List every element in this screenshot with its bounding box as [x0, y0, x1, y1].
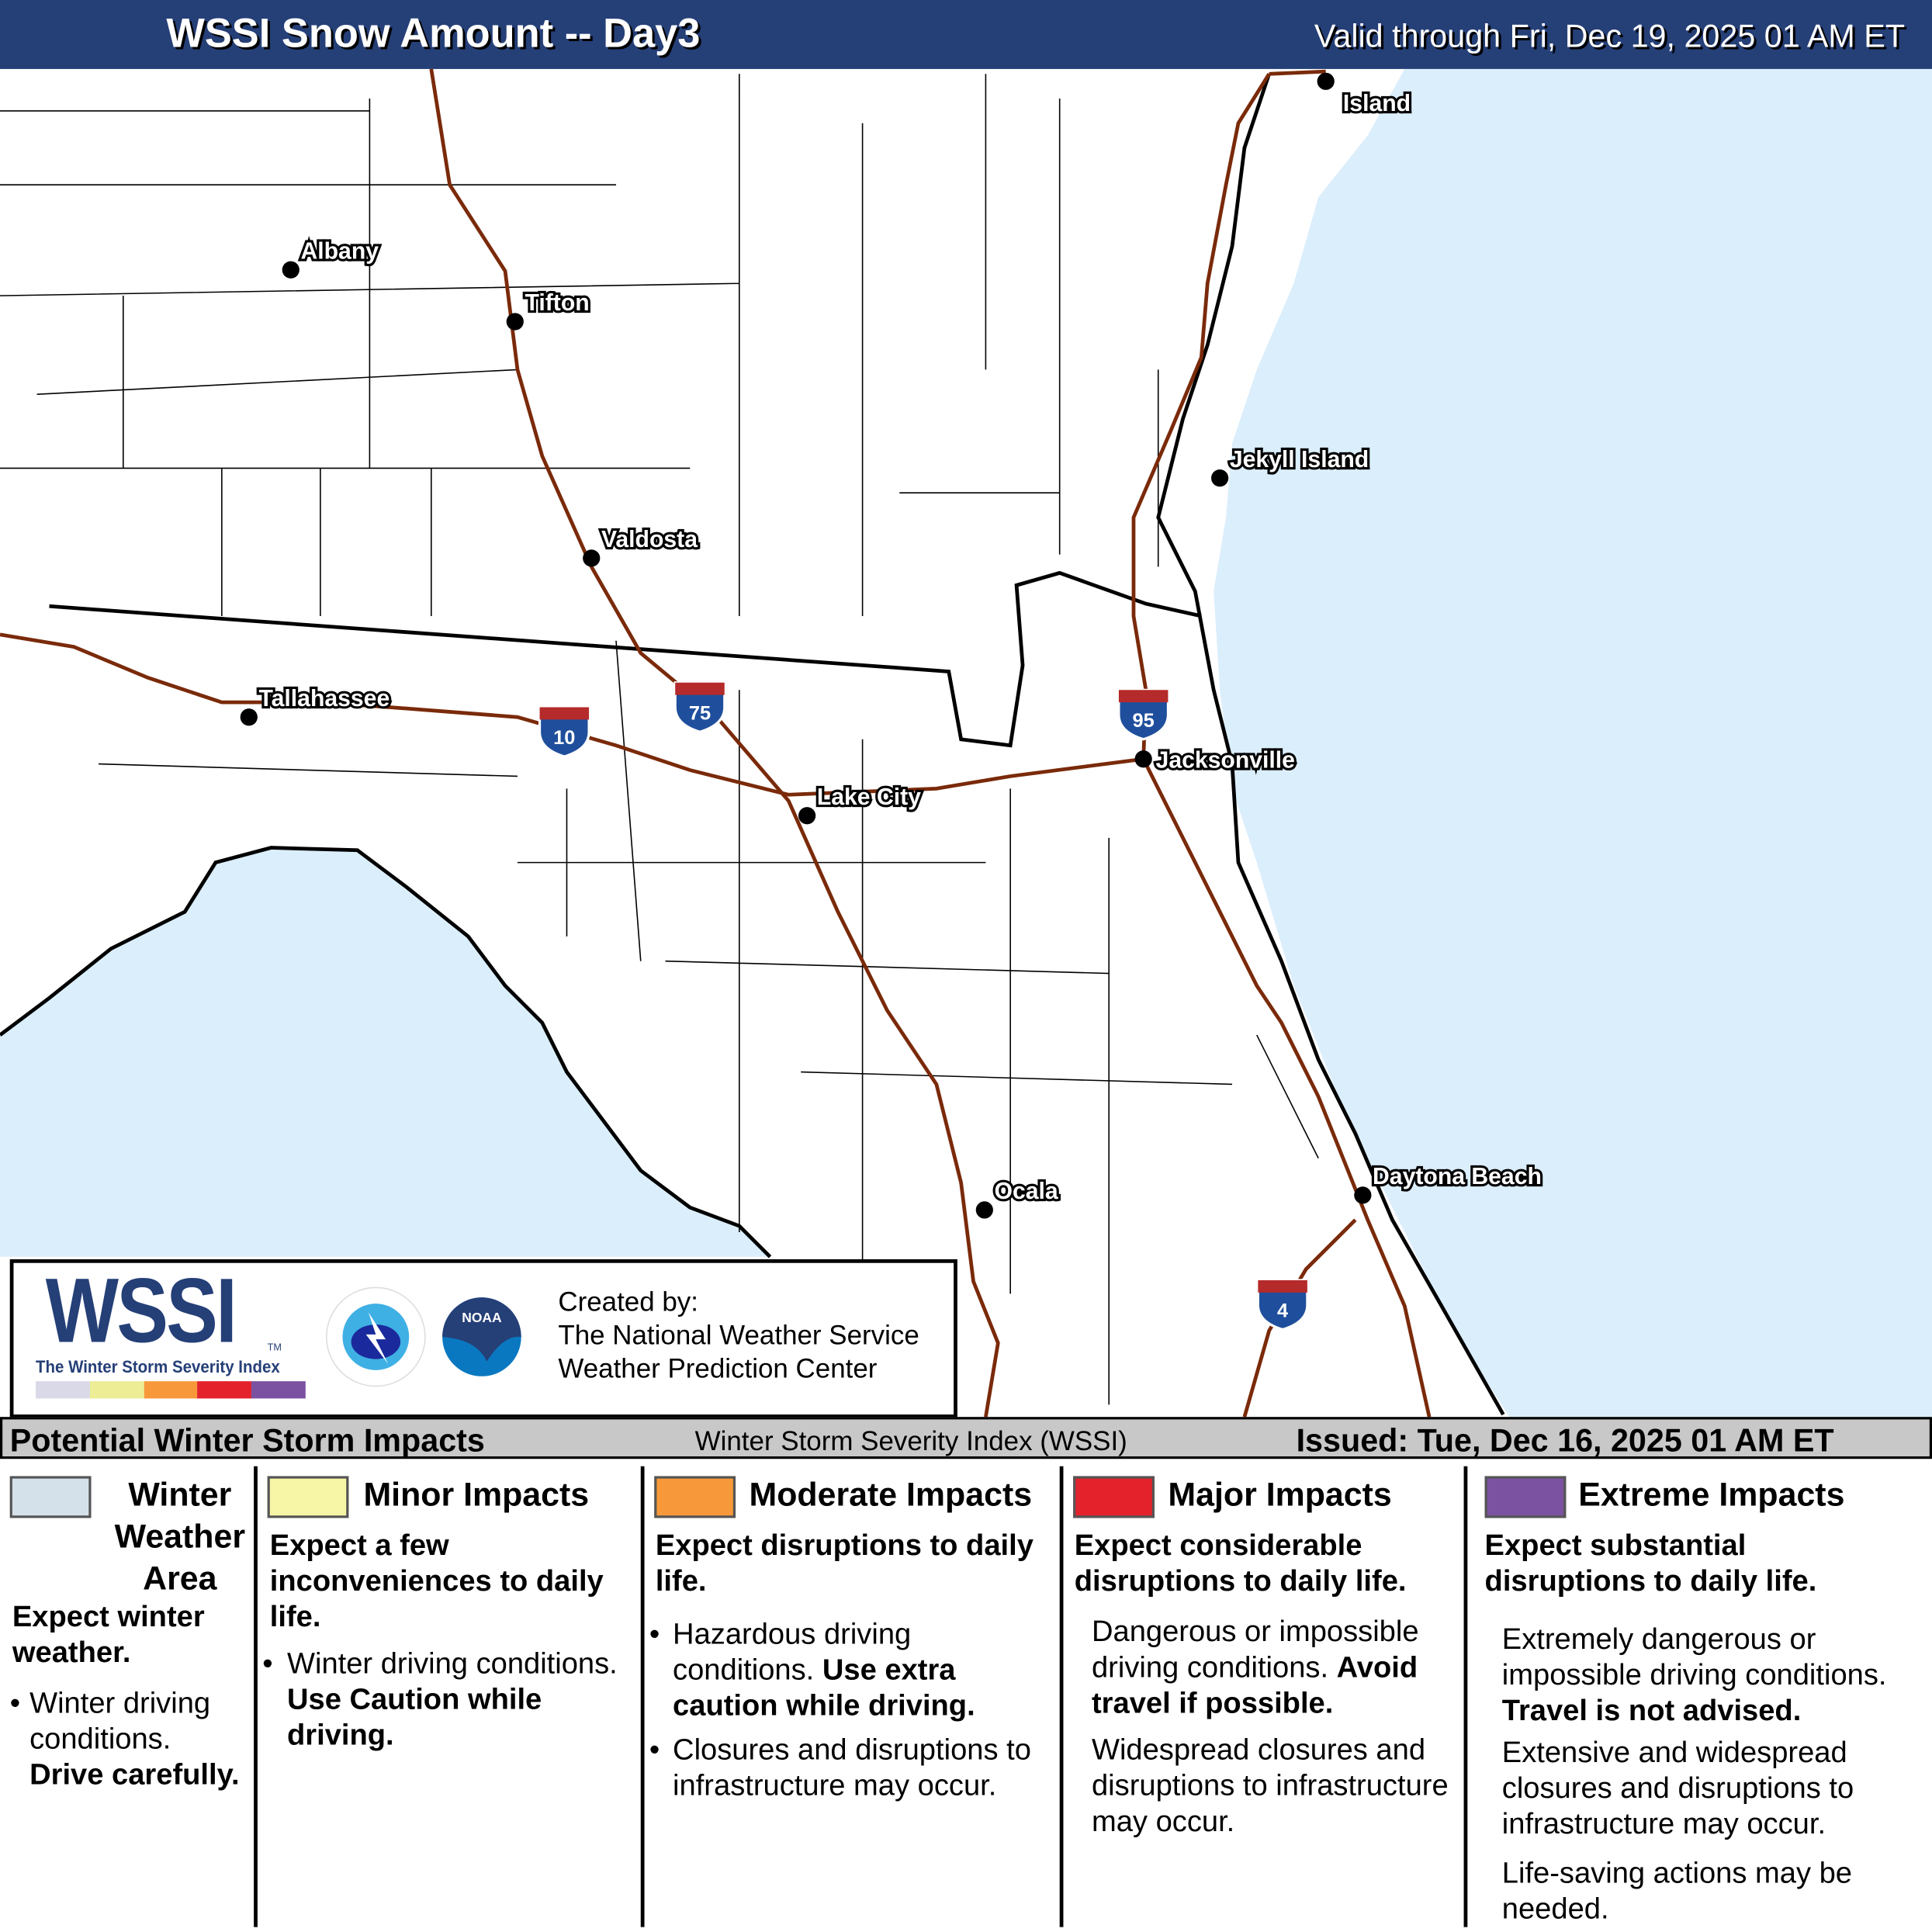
- header: WSSI Snow Amount -- Day3 Valid through F…: [0, 0, 1932, 69]
- city-label: Tallahassee: [258, 686, 390, 712]
- city-label: Albany: [300, 238, 379, 264]
- logo-box: WSSI TM The Winter Storm Severity Index …: [9, 1259, 957, 1418]
- index-name: Winter Storm Severity Index (WSSI): [694, 1425, 1127, 1457]
- impact-text: Closures and disruptions to infrastructu…: [673, 1733, 1031, 1803]
- city-label: Ocala: [995, 1179, 1058, 1204]
- bullet: •: [649, 1618, 660, 1651]
- impact-text: Extensive and widespread closures and di…: [1501, 1736, 1854, 1841]
- impacts-header-band: Potential Winter Storm Impacts Winter St…: [0, 1417, 1932, 1459]
- impact-title: Major Impacts: [1168, 1476, 1392, 1514]
- noaa-seal-text: NOAA: [462, 1310, 502, 1325]
- impact-lead: Expect a few inconveniences to daily lif…: [269, 1529, 604, 1634]
- impact-lead: Expect substantial disruptions to daily …: [1484, 1529, 1817, 1598]
- state-line: [49, 570, 1202, 748]
- interstate-number: 95: [1133, 710, 1155, 732]
- impact-text: Widespread closures and disruptions to i…: [1091, 1733, 1449, 1839]
- city-label: Lake City: [817, 784, 921, 810]
- atlantic-ocean: [1214, 68, 1932, 1418]
- org-nws: The National Weather Service: [558, 1319, 919, 1351]
- wssi-logo: WSSI: [45, 1259, 237, 1362]
- interstate-shield-icon: 10: [538, 705, 590, 758]
- impact-lead: Expect disruptions to daily life.: [655, 1529, 1034, 1598]
- issued-time: Issued: Tue, Dec 16, 2025 01 AM ET: [1296, 1421, 1834, 1459]
- county-lines: [0, 74, 1319, 1405]
- column-divider: [1463, 1466, 1468, 1927]
- interstate-number: 4: [1277, 1300, 1288, 1322]
- interstate-shields: 10 75 95 4: [538, 681, 1309, 1331]
- map: Albany Tifton Valdosta Tallahassee Lake …: [0, 68, 1932, 1418]
- bullet: •: [262, 1647, 273, 1681]
- valid-time: Valid through Fri, Dec 19, 2025 01 AM ET: [1314, 17, 1906, 54]
- impact-text: Winter driving conditions.: [29, 1686, 211, 1756]
- noaa-logo-icon: NOAA: [432, 1287, 531, 1387]
- impact-text: Life-saving actions may be needed.: [1501, 1857, 1853, 1927]
- gulf-of-mexico: [0, 847, 770, 1257]
- i-10-road: [0, 632, 1144, 797]
- impact-bold: Drive carefully.: [29, 1758, 240, 1792]
- gulf-coastline: [0, 846, 772, 1259]
- color-swatch: [267, 1476, 349, 1518]
- impact-legend: Winter Weather Area Expect winter weathe…: [0, 1459, 1932, 1932]
- color-swatch: [1073, 1476, 1155, 1518]
- impact-winter-weather-area: Winter Weather Area Expect winter weathe…: [0, 1459, 254, 1924]
- color-swatch: [654, 1476, 736, 1518]
- nws-logo-icon: [326, 1286, 426, 1387]
- interstate-shield-icon: 75: [673, 681, 726, 733]
- coastline: [1156, 73, 1505, 1416]
- city-label: Valdosta: [601, 527, 698, 552]
- impact-major: Major Impacts Expect considerable disrup…: [1063, 1459, 1463, 1924]
- impact-minor: Minor Impacts Expect a few inconvenience…: [258, 1459, 641, 1924]
- city-label: Jacksonville: [1156, 747, 1295, 773]
- interstate-shield-icon: 95: [1117, 688, 1170, 741]
- column-divider: [1059, 1466, 1064, 1927]
- color-swatch: [1484, 1476, 1567, 1518]
- impact-text: Extremely dangerous or impossible drivin…: [1501, 1622, 1887, 1728]
- city-label: Daytona Beach: [1373, 1164, 1542, 1189]
- severity-color-bar: [36, 1381, 306, 1399]
- column-divider: [640, 1466, 645, 1927]
- city-label: Jekyll Island: [1230, 447, 1369, 473]
- bullet: •: [9, 1686, 21, 1720]
- impact-title: Winter Weather Area: [114, 1476, 246, 1598]
- created-by: Created by:: [558, 1286, 698, 1317]
- bullet: •: [649, 1733, 660, 1768]
- interstate-number: 10: [553, 727, 575, 749]
- impact-title: Moderate Impacts: [749, 1476, 1033, 1514]
- impact-lead: Expect considerable disruptions to daily…: [1074, 1529, 1407, 1598]
- column-divider: [254, 1466, 258, 1927]
- city-label: Island: [1343, 91, 1411, 116]
- map-title: WSSI Snow Amount -- Day3: [166, 9, 701, 56]
- city-markers: [240, 72, 1372, 1219]
- trademark: TM: [267, 1342, 282, 1353]
- impact-moderate: Moderate Impacts Expect disruptions to d…: [645, 1459, 1060, 1924]
- city-label: Tifton: [525, 290, 589, 316]
- credits: Created by: The National Weather Service…: [558, 1285, 919, 1385]
- impact-text: Dangerous or impossible driving conditio…: [1091, 1615, 1419, 1720]
- impacts-heading: Potential Winter Storm Impacts: [9, 1421, 485, 1459]
- impact-text: Hazardous driving conditions. Use extra …: [673, 1618, 975, 1723]
- impact-lead: Expect winter weather.: [12, 1600, 205, 1670]
- impact-title: Minor Impacts: [363, 1476, 590, 1514]
- interstate-number: 75: [689, 702, 711, 724]
- org-wpc: Weather Prediction Center: [558, 1352, 878, 1384]
- color-swatch: [9, 1476, 92, 1518]
- impact-title: Extreme Impacts: [1578, 1476, 1845, 1514]
- impact-text: Winter driving conditions. Use Caution w…: [287, 1647, 618, 1753]
- interstate-shield-icon: 4: [1256, 1279, 1309, 1331]
- wssi-subtitle: The Winter Storm Severity Index: [36, 1356, 280, 1376]
- impact-extreme: Extreme Impacts Expect substantial disru…: [1467, 1459, 1932, 1927]
